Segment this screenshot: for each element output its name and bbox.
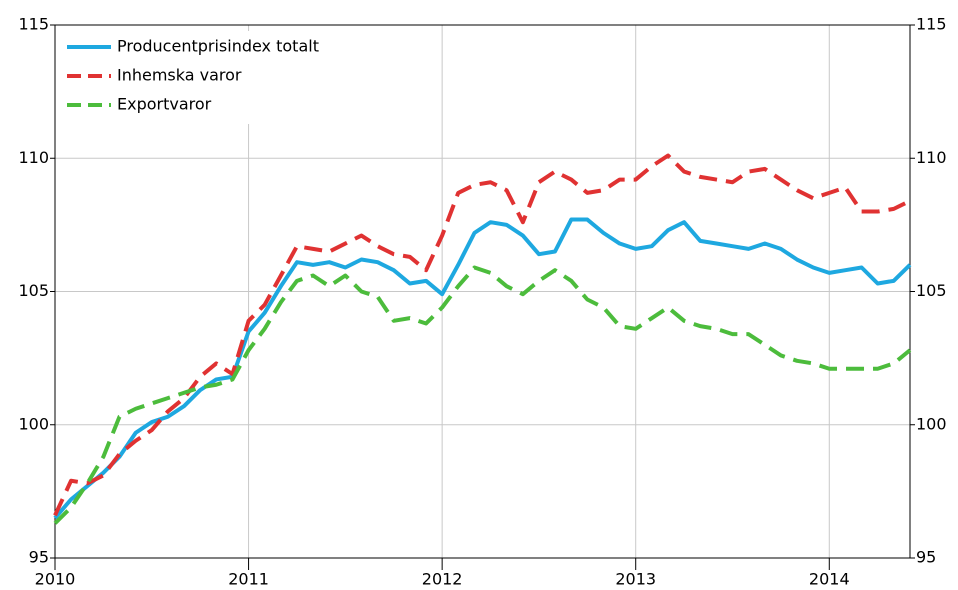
y-tick-label: 95 [29,548,49,567]
y-tick-label: 105 [18,281,49,300]
series-line [53,153,911,517]
series-line [53,217,912,520]
plot-frame [54,24,911,559]
legend-label: Producentprisindex totalt [117,37,319,56]
y-tick-label: 115 [18,15,49,34]
x-tick-label: 2011 [228,570,269,589]
y2-tick-label: 105 [916,281,947,300]
y-tick-label: 100 [18,414,49,433]
x-tick-label: 2010 [35,570,76,589]
y2-tick-label: 110 [916,148,947,167]
legend-label: Exportvaror [117,95,212,114]
series-line [53,265,912,525]
x-tick-label: 2012 [422,570,463,589]
x-tick-label: 2014 [809,570,850,589]
y2-tick-label: 100 [916,414,947,433]
x-tick-label: 2013 [615,570,656,589]
y-tick-label: 110 [18,148,49,167]
y2-tick-label: 115 [916,15,947,34]
y2-tick-label: 95 [916,548,936,567]
legend-label: Inhemska varor [117,66,242,85]
